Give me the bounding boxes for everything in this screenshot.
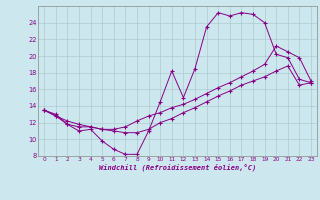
X-axis label: Windchill (Refroidissement éolien,°C): Windchill (Refroidissement éolien,°C): [99, 164, 256, 171]
